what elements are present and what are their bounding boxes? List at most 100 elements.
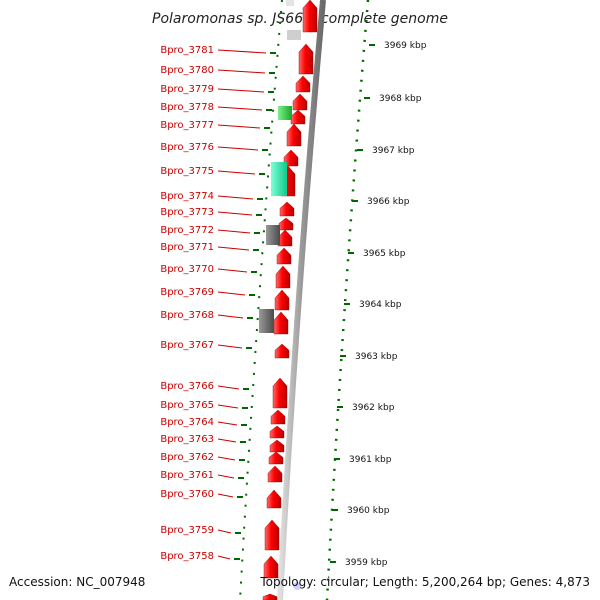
scale-label: 3965 kbp: [363, 249, 406, 259]
gene-features: [259, 0, 318, 600]
forward-gene-arrow: [269, 425, 285, 439]
forward-gene-arrow: [264, 519, 280, 551]
gene-leader-line: [217, 404, 239, 409]
gene-leader-line: [217, 88, 265, 93]
dotted-ring-guides: [239, 0, 370, 600]
gene-label[interactable]: Bpro_3763: [160, 434, 214, 445]
gene-leader-line: [217, 456, 236, 461]
gene-label[interactable]: Bpro_3764: [160, 417, 214, 428]
forward-gene-arrow: [272, 377, 288, 409]
forward-gene-arrow: [286, 123, 302, 147]
map-title: Polaromonas sp. JS666, complete genome: [152, 11, 448, 27]
forward-gene-arrow: [302, 0, 318, 33]
gene-labels: Bpro_3781 Bpro_3780 Bpro_3779 Bpro_3778 Bpro…: [160, 45, 214, 562]
inner-dotted-ring: [239, 0, 283, 600]
gene-label[interactable]: Bpro_3761: [160, 470, 214, 481]
gene-leader-line: [217, 555, 231, 560]
outer-dotted-ring: [325, 0, 370, 600]
scale-label: 3969 kbp: [384, 41, 427, 51]
gray-gene-block: [259, 309, 274, 333]
scale-label: 3966 kbp: [367, 197, 410, 207]
forward-gene-arrow: [292, 93, 308, 111]
gene-label[interactable]: Bpro_3781: [160, 45, 214, 56]
scale-label: 3964 kbp: [359, 300, 402, 310]
gene-label[interactable]: Bpro_3758: [160, 551, 214, 562]
gene-leader-line: [217, 195, 254, 200]
gene-leader-line: [217, 474, 235, 479]
gene-leader-line: [217, 438, 237, 443]
gene-leader-line: [217, 421, 238, 426]
forward-gene-arrow: [262, 593, 278, 600]
gene-label[interactable]: Bpro_3780: [160, 65, 214, 76]
gene-label[interactable]: Bpro_3768: [160, 310, 214, 321]
forward-gene-arrow: [268, 451, 284, 465]
gene-label[interactable]: Bpro_3773: [160, 207, 214, 218]
gene-leader-line: [217, 493, 234, 498]
gene-leader-line: [217, 124, 261, 129]
gene-leader-line: [217, 529, 232, 534]
gene-leader-line: [217, 291, 246, 296]
forward-gene-arrow: [276, 247, 292, 265]
genome-summary-text: Topology: circular; Length: 5,200,264 bp…: [259, 575, 590, 589]
gene-label[interactable]: Bpro_3759: [160, 525, 214, 536]
forward-gene-arrow: [290, 109, 306, 125]
forward-gene-arrow: [278, 217, 294, 231]
scale-label: 3961 kbp: [349, 455, 392, 465]
gene-label[interactable]: Bpro_3770: [160, 264, 214, 275]
gene-leader-line: [217, 106, 263, 111]
gene-label[interactable]: Bpro_3772: [160, 225, 214, 236]
forward-gene-arrow: [279, 201, 295, 217]
scale-label: 3968 kbp: [379, 94, 422, 104]
gene-label[interactable]: Bpro_3767: [160, 340, 214, 351]
scale-labels: 3969 kbp 3968 kbp 3967 kbp 3966 kbp 3965 kbp…: [345, 41, 427, 568]
forward-gene-arrow: [270, 409, 286, 425]
gene-label[interactable]: Bpro_3777: [160, 120, 214, 131]
forward-gene-arrow: [273, 311, 289, 335]
forward-gene-arrow: [274, 289, 290, 311]
forward-gene-arrow: [267, 465, 283, 483]
gene-label[interactable]: Bpro_3766: [160, 381, 214, 392]
gene-leader-line: [217, 49, 267, 54]
forward-gene-arrow: [274, 343, 290, 359]
gene-leader-line: [217, 385, 240, 390]
gene-label[interactable]: Bpro_3779: [160, 84, 214, 95]
gene-label[interactable]: Bpro_3778: [160, 102, 214, 113]
forward-gene-arrow: [277, 229, 293, 247]
position-dot: [293, 582, 301, 590]
forward-gene-arrow: [295, 75, 311, 93]
teal-gene-block: [271, 162, 287, 196]
backbone-ring: [277, 0, 326, 600]
gene-label[interactable]: Bpro_3774: [160, 191, 214, 202]
gene-label[interactable]: Bpro_3776: [160, 142, 214, 153]
scale-label: 3963 kbp: [355, 352, 398, 362]
gray-feature: [286, 0, 294, 6]
forward-gene-arrow: [266, 489, 282, 509]
gene-leader-line: [217, 268, 248, 273]
forward-gene-arrow: [263, 555, 279, 579]
forward-gene-arrow: [275, 265, 291, 289]
gray-feature: [287, 30, 301, 40]
gene-label[interactable]: Bpro_3771: [160, 242, 214, 253]
gene-leader-line: [217, 211, 253, 216]
gene-leader-line: [217, 170, 256, 175]
gene-leader-line: [217, 146, 259, 151]
gene-label[interactable]: Bpro_3765: [160, 400, 214, 411]
gene-label[interactable]: Bpro_3769: [160, 287, 214, 298]
gene-leader-line: [217, 69, 266, 74]
gene-leader-line: [217, 314, 244, 319]
green-gene-block: [278, 106, 292, 120]
forward-gene-arrow: [298, 43, 314, 75]
scale-label: 3959 kbp: [345, 558, 388, 568]
accession-text: Accession: NC_007948: [9, 575, 145, 589]
scale-label: 3960 kbp: [347, 506, 390, 516]
scale-label: 3967 kbp: [372, 146, 415, 156]
gray-gene-block: [266, 225, 280, 245]
gene-label[interactable]: Bpro_3762: [160, 452, 214, 463]
scale-label: 3962 kbp: [352, 403, 395, 413]
gene-label-leaders: [217, 49, 267, 560]
gene-label[interactable]: Bpro_3760: [160, 489, 214, 500]
gene-label[interactable]: Bpro_3775: [160, 166, 214, 177]
gene-leader-line: [217, 344, 243, 349]
forward-gene-arrow: [283, 149, 299, 167]
